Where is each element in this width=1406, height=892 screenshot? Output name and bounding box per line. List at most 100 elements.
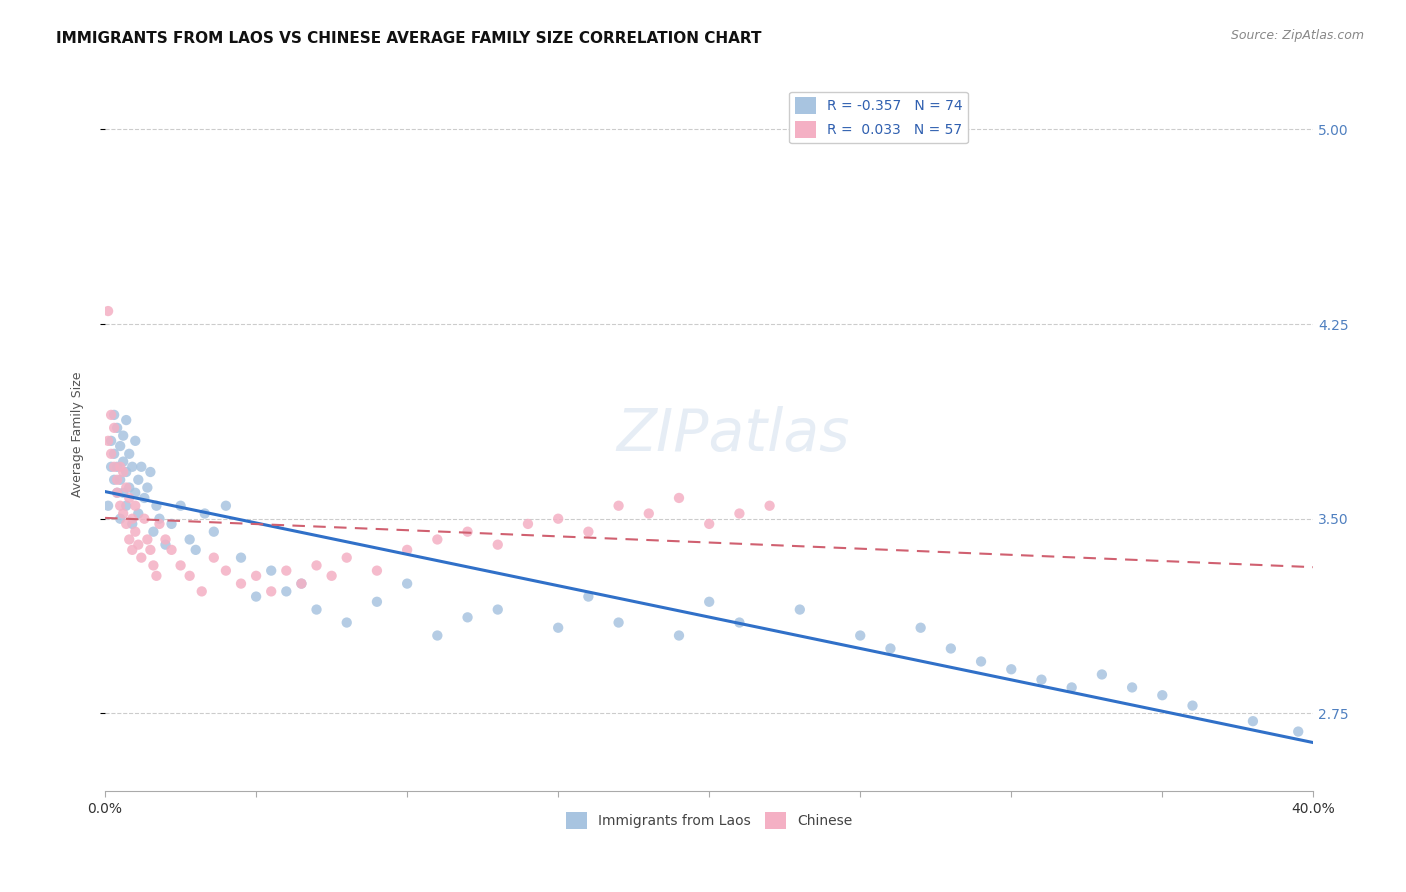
Point — [127, 473, 149, 487]
Point — [105, 459, 128, 474]
Point — [103, 408, 125, 422]
Point — [131, 459, 153, 474]
Point — [290, 576, 312, 591]
Point — [131, 550, 153, 565]
Point — [160, 542, 183, 557]
Point — [105, 485, 128, 500]
Point — [396, 542, 419, 557]
Point — [100, 447, 122, 461]
Point — [148, 516, 170, 531]
Point — [245, 590, 267, 604]
Point — [103, 473, 125, 487]
Point — [100, 408, 122, 422]
Point — [124, 485, 146, 500]
Point — [1152, 688, 1174, 702]
Point — [139, 465, 162, 479]
Point — [108, 499, 131, 513]
Point — [142, 524, 165, 539]
Point — [155, 533, 177, 547]
Point — [97, 434, 120, 448]
Point — [789, 602, 811, 616]
Point — [1241, 714, 1264, 728]
Point — [145, 499, 167, 513]
Point — [134, 512, 156, 526]
Text: IMMIGRANTS FROM LAOS VS CHINESE AVERAGE FAMILY SIZE CORRELATION CHART: IMMIGRANTS FROM LAOS VS CHINESE AVERAGE … — [56, 31, 762, 46]
Point — [637, 507, 659, 521]
Point — [145, 569, 167, 583]
Point — [100, 434, 122, 448]
Point — [939, 641, 962, 656]
Point — [910, 621, 932, 635]
Point — [879, 641, 901, 656]
Point — [1286, 724, 1309, 739]
Point — [115, 481, 138, 495]
Point — [136, 533, 159, 547]
Point — [127, 538, 149, 552]
Point — [115, 465, 138, 479]
Point — [697, 516, 720, 531]
Point — [184, 542, 207, 557]
Point — [148, 512, 170, 526]
Point — [547, 512, 569, 526]
Point — [215, 499, 238, 513]
Point — [97, 304, 120, 318]
Point — [179, 569, 201, 583]
Point — [124, 524, 146, 539]
Point — [1091, 667, 1114, 681]
Point — [115, 413, 138, 427]
Point — [202, 524, 225, 539]
Text: Source: ZipAtlas.com: Source: ZipAtlas.com — [1230, 29, 1364, 42]
Point — [112, 454, 135, 468]
Point — [190, 584, 212, 599]
Point — [108, 512, 131, 526]
Point — [576, 524, 599, 539]
Point — [118, 447, 141, 461]
Point — [457, 610, 479, 624]
Point — [105, 485, 128, 500]
Point — [108, 459, 131, 474]
Point — [607, 499, 630, 513]
Point — [758, 499, 780, 513]
Point — [118, 491, 141, 505]
Point — [112, 507, 135, 521]
Point — [336, 550, 359, 565]
Point — [486, 538, 509, 552]
Point — [179, 533, 201, 547]
Point — [426, 533, 449, 547]
Point — [118, 533, 141, 547]
Point — [136, 481, 159, 495]
Point — [728, 615, 751, 630]
Point — [121, 459, 143, 474]
Point — [321, 569, 343, 583]
Point — [396, 576, 419, 591]
Point — [1060, 681, 1083, 695]
Point — [457, 524, 479, 539]
Point — [668, 628, 690, 642]
Point — [1031, 673, 1053, 687]
Point — [245, 569, 267, 583]
Point — [155, 538, 177, 552]
Point — [112, 465, 135, 479]
Point — [1121, 681, 1143, 695]
Point — [260, 584, 283, 599]
Point — [112, 428, 135, 442]
Point — [103, 421, 125, 435]
Y-axis label: Average Family Size: Average Family Size — [72, 372, 84, 497]
Point — [142, 558, 165, 573]
Point — [970, 655, 993, 669]
Point — [134, 491, 156, 505]
Point — [105, 473, 128, 487]
Point — [118, 481, 141, 495]
Point — [576, 590, 599, 604]
Point — [276, 564, 298, 578]
Point — [160, 516, 183, 531]
Point — [547, 621, 569, 635]
Point — [336, 615, 359, 630]
Point — [1000, 662, 1022, 676]
Point — [517, 516, 540, 531]
Point — [276, 584, 298, 599]
Legend: Immigrants from Laos, Chinese: Immigrants from Laos, Chinese — [561, 806, 858, 834]
Point — [849, 628, 872, 642]
Point — [697, 595, 720, 609]
Point — [728, 507, 751, 521]
